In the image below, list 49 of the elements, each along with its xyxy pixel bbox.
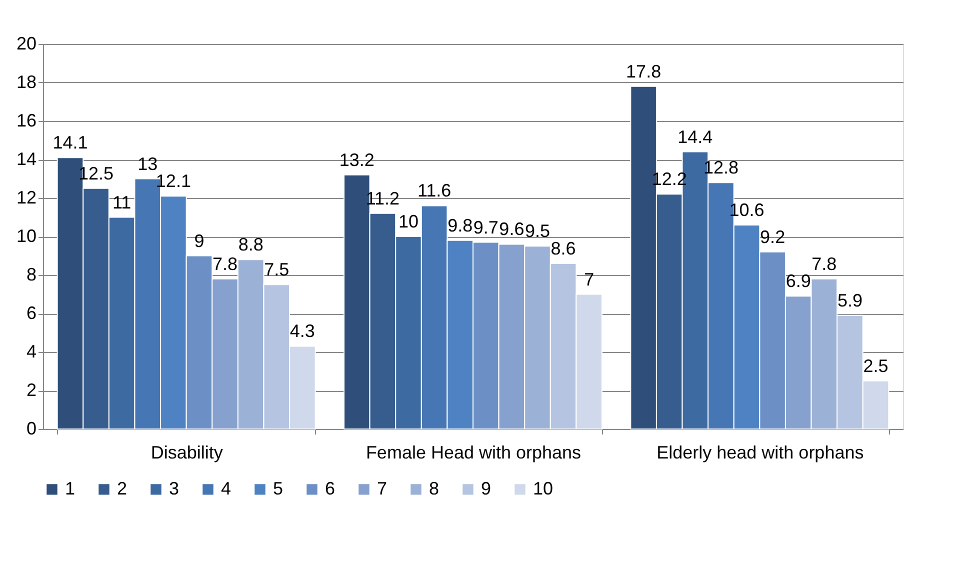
x-tick-label: Female Head with orphans bbox=[366, 442, 582, 462]
data-label: 11.6 bbox=[417, 180, 452, 201]
legend-label: 9 bbox=[481, 478, 492, 498]
legend-label: 6 bbox=[325, 478, 336, 498]
data-label: 9.7 bbox=[473, 217, 498, 238]
data-label: 10 bbox=[398, 212, 419, 232]
x-tick-label: Elderly head with orphans bbox=[656, 442, 864, 462]
data-label: 7.8 bbox=[812, 254, 837, 274]
y-tick-label: 6 bbox=[26, 303, 36, 323]
y-tick-label: 2 bbox=[26, 380, 36, 400]
legend-label: 10 bbox=[533, 478, 554, 498]
y-tick-label: 0 bbox=[26, 418, 36, 438]
data-label: 6.9 bbox=[786, 271, 811, 292]
data-label: 9.5 bbox=[524, 221, 550, 242]
legend-label: 8 bbox=[429, 478, 440, 498]
data-label: 9.2 bbox=[760, 226, 786, 247]
y-tick-label: 4 bbox=[26, 342, 36, 362]
data-label: 7.5 bbox=[264, 260, 290, 280]
data-label: 9.6 bbox=[499, 219, 524, 240]
legend-label: 3 bbox=[169, 478, 180, 498]
data-label: 9.8 bbox=[448, 215, 473, 236]
y-tick-label: 16 bbox=[16, 110, 36, 130]
data-label: 12.1 bbox=[156, 171, 191, 192]
data-label: 17.8 bbox=[626, 61, 662, 82]
data-label: 8.8 bbox=[238, 234, 264, 255]
legend-label: 7 bbox=[377, 478, 388, 498]
data-label: 9 bbox=[194, 230, 204, 251]
data-label: 7 bbox=[584, 269, 594, 290]
y-tick-label: 8 bbox=[26, 264, 36, 284]
y-tick-label: 18 bbox=[16, 72, 36, 92]
data-label: 5.9 bbox=[837, 290, 862, 310]
legend-label: 1 bbox=[65, 478, 76, 498]
data-label: 14.1 bbox=[52, 132, 88, 153]
data-label: 4.3 bbox=[290, 321, 315, 342]
legend-label: 5 bbox=[273, 478, 284, 498]
data-label: 11 bbox=[112, 192, 132, 212]
data-label: 7.8 bbox=[212, 254, 238, 274]
y-tick-label: 10 bbox=[16, 226, 36, 246]
data-label: 2.5 bbox=[863, 356, 888, 376]
data-label: 14.4 bbox=[678, 126, 713, 147]
y-tick-label: 12 bbox=[16, 188, 36, 208]
data-label: 13 bbox=[138, 154, 158, 174]
legend-label: 4 bbox=[221, 478, 232, 498]
data-label: 8.6 bbox=[550, 238, 576, 258]
y-tick-label: 14 bbox=[16, 149, 36, 169]
x-tick-label: Disability bbox=[150, 442, 223, 462]
data-label: 13.2 bbox=[339, 150, 374, 170]
legend-label: 2 bbox=[117, 478, 128, 498]
y-tick-label: 20 bbox=[16, 34, 36, 54]
